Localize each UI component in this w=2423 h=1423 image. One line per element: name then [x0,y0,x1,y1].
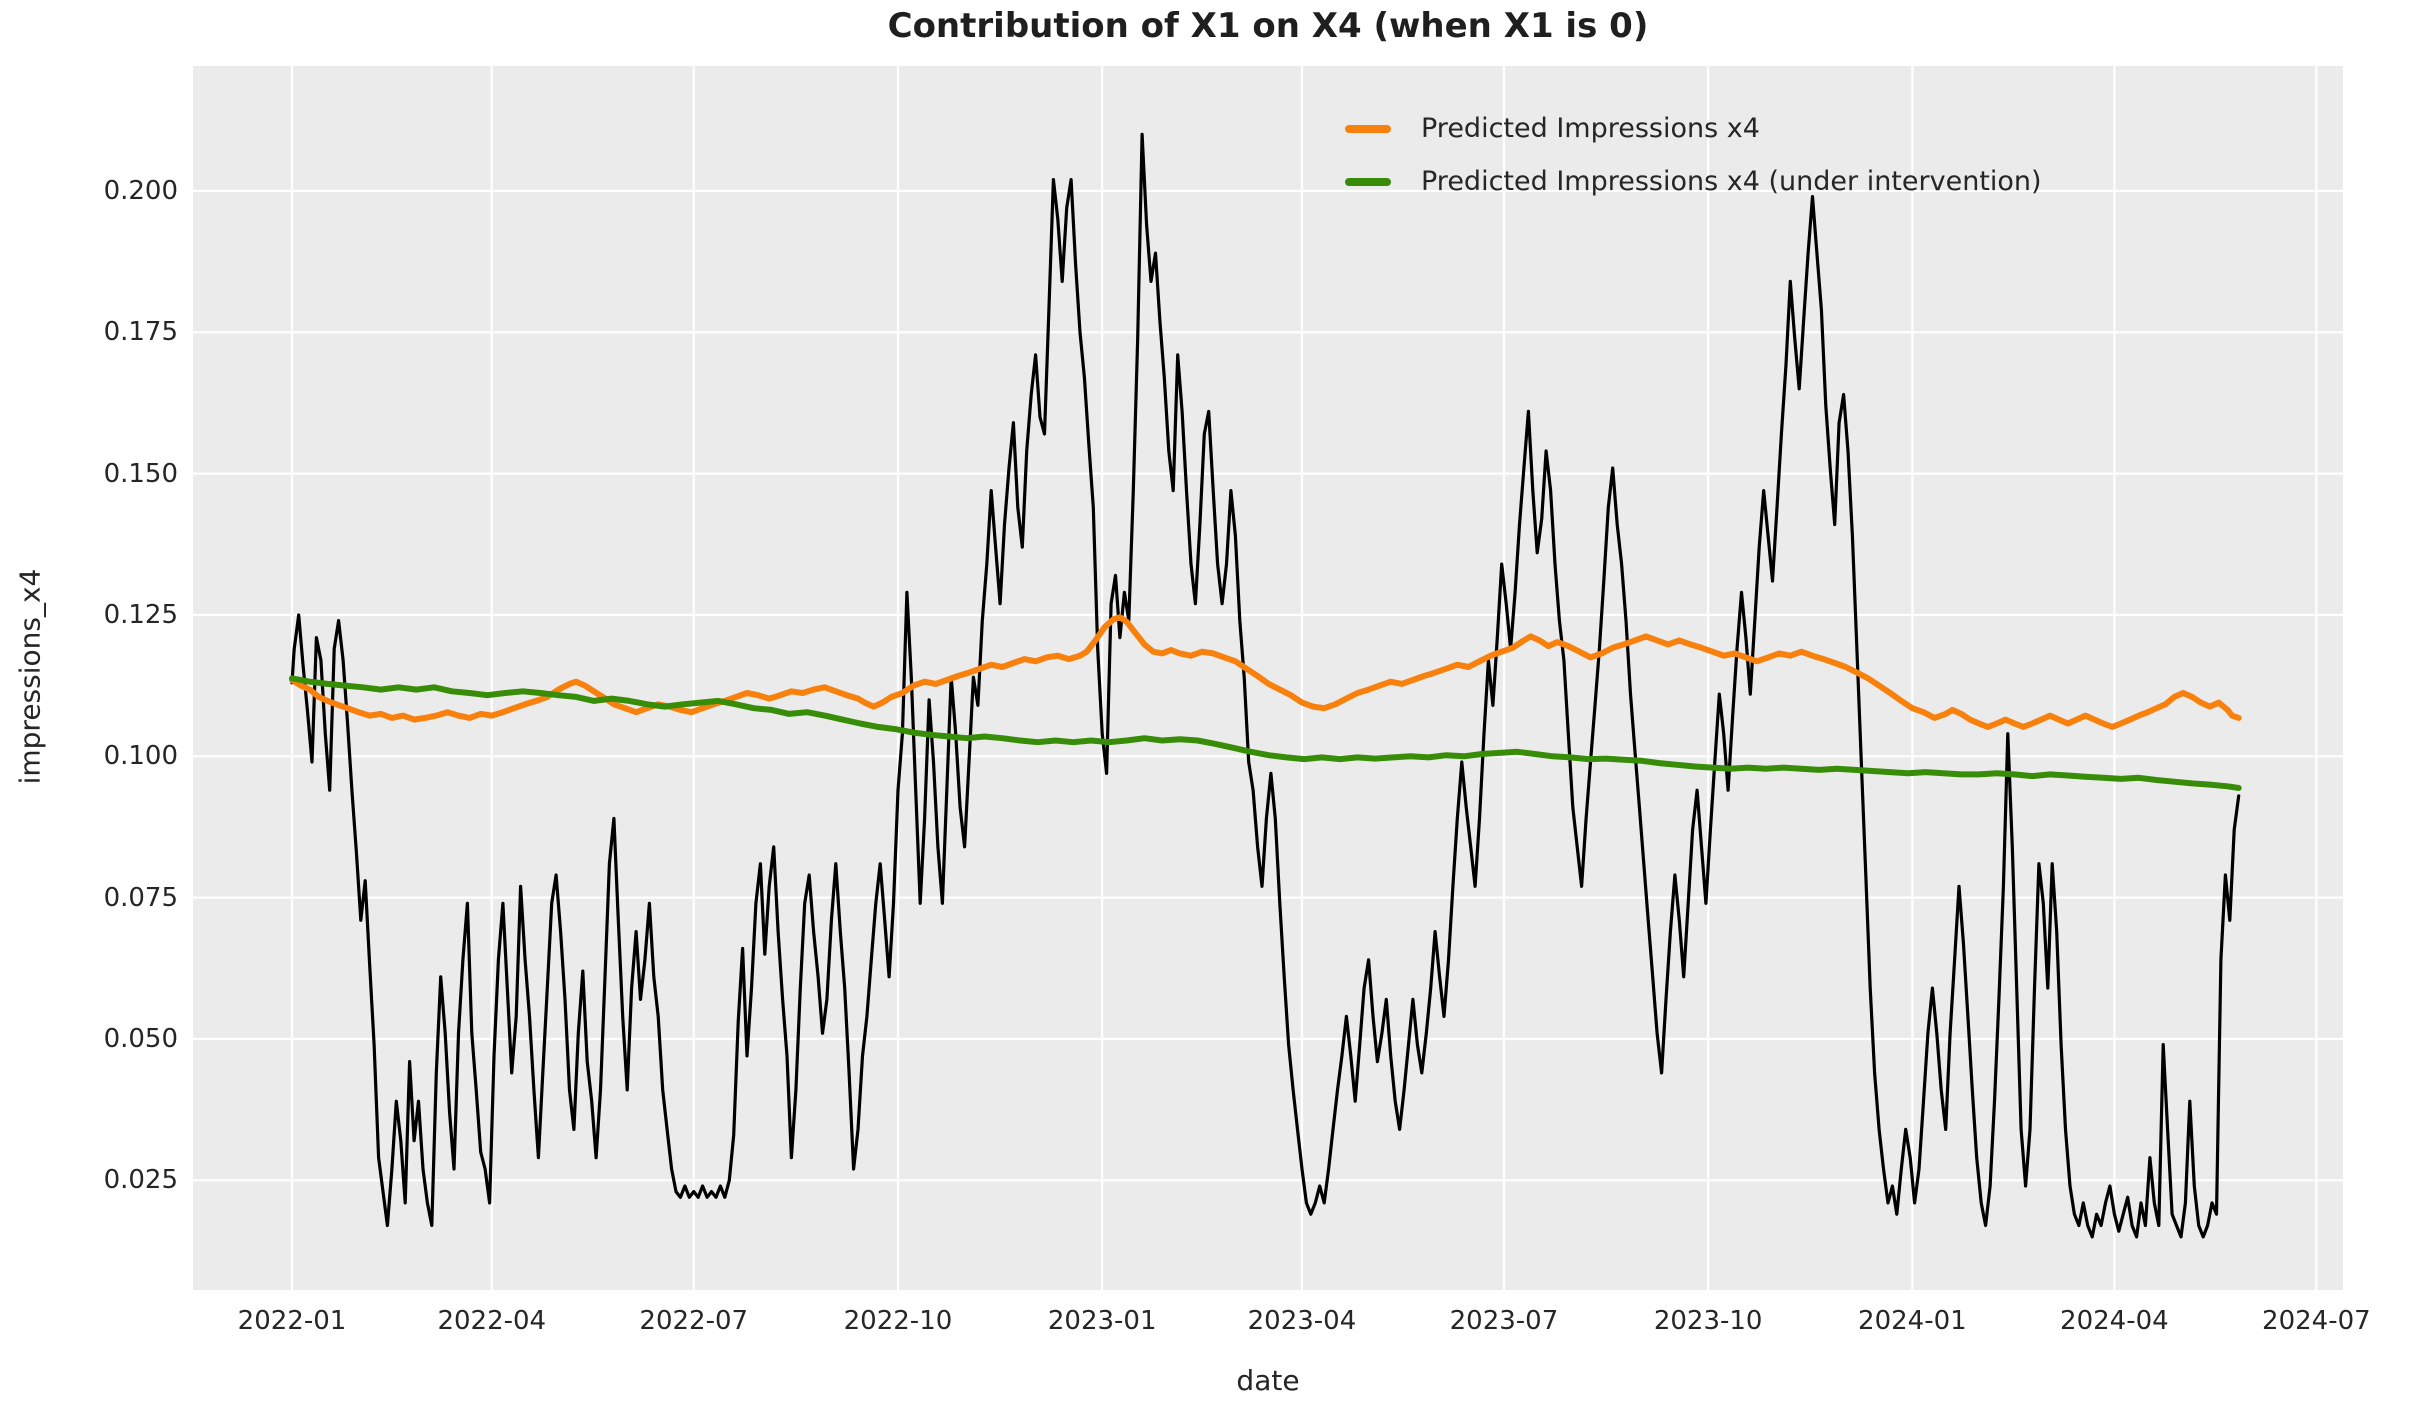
x-tick-label: 2023-07 [1449,1306,1559,1336]
series-line-0 [290,132,2241,1239]
y-tick-label: 0.175 [103,317,178,348]
y-tick-label: 0.200 [103,175,178,206]
x-axis-label: date [1236,1364,1300,1397]
legend-item: Predicted Impressions x4 (under interven… [1345,155,2042,208]
x-tick-label: 2024-07 [2262,1306,2371,1336]
y-axis-label: impressions_x4 [13,568,47,785]
legend-line-swatch [1345,124,1391,133]
y-tick-label: 0.125 [103,599,178,630]
chart-title: Contribution of X1 on X4 (when X1 is 0) [887,6,1649,46]
legend: Predicted Impressions x4 Predicted Impres… [1345,102,2042,208]
y-tick-label: 0.025 [103,1165,178,1196]
x-tick-label: 2023-04 [1247,1306,1357,1336]
legend-item: Predicted Impressions x4 [1345,102,2042,155]
legend-label: Predicted Impressions x4 [1421,113,1760,144]
y-tick-label: 0.150 [103,458,178,489]
x-tick-label: 2022-07 [639,1306,749,1336]
series-line-2 [289,675,2242,791]
legend-line-swatch [1345,177,1391,186]
x-tick-label: 2022-01 [237,1306,347,1336]
y-tick-label: 0.075 [103,882,178,913]
x-tick-label: 2023-01 [1047,1306,1157,1336]
chart-canvas [193,66,2343,1290]
y-tick-label: 0.100 [103,741,178,772]
series-line-1 [289,614,2242,730]
x-tick-label: 2022-10 [843,1306,953,1336]
plot-area: Predicted Impressions x4 Predicted Impres… [193,66,2343,1290]
x-tick-label: 2024-01 [1858,1306,1967,1336]
x-tick-label: 2023-10 [1653,1306,1763,1336]
y-tick-label: 0.050 [103,1023,178,1054]
legend-label: Predicted Impressions x4 (under interven… [1421,166,2042,197]
x-tick-label: 2024-04 [2060,1306,2169,1336]
x-tick-label: 2022-04 [437,1306,547,1336]
